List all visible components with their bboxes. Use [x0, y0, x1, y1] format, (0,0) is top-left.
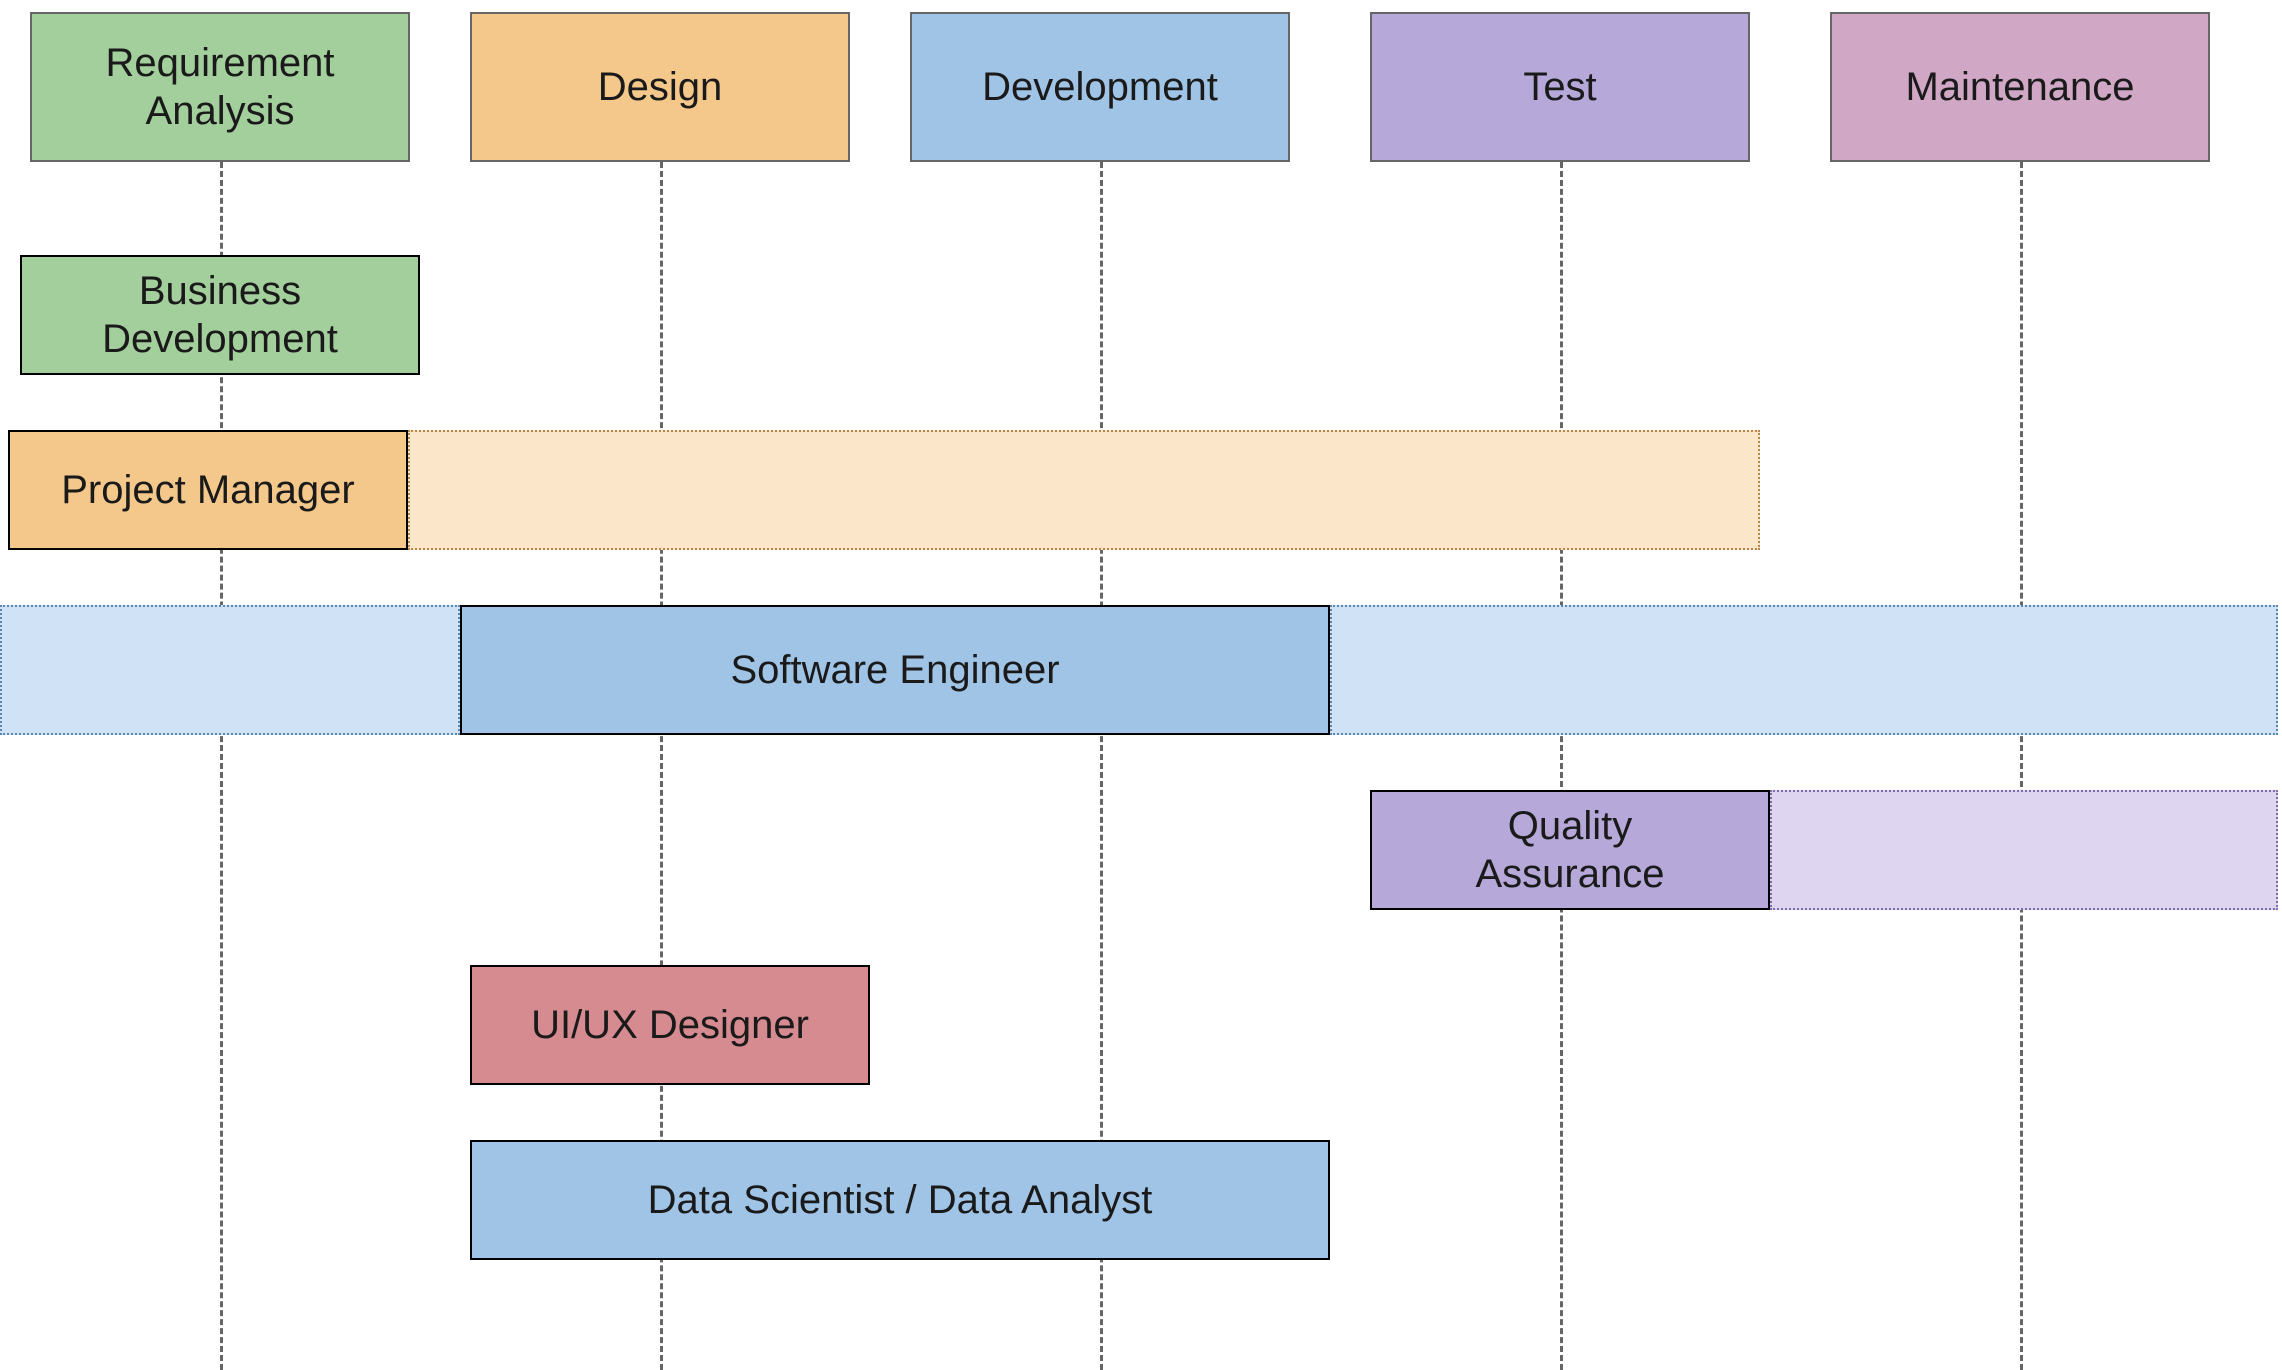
phase-guide-line: [1560, 162, 1563, 1370]
role-bar-label: Data Scientist / Data Analyst: [648, 1176, 1153, 1224]
role-bar-se: Software Engineer: [460, 605, 1330, 735]
phase-header-maint: Maintenance: [1830, 12, 2210, 162]
phase-header-label: Design: [598, 63, 723, 111]
phase-guide-line: [2020, 162, 2023, 1370]
role-bar-ds: Data Scientist / Data Analyst: [470, 1140, 1330, 1260]
phase-header-label: Test: [1523, 63, 1596, 111]
role-bar-pm: Project Manager: [8, 430, 408, 550]
role-bar-label: UI/UX Designer: [531, 1001, 809, 1049]
phase-header-label: Development: [982, 63, 1218, 111]
phase-header-label: Requirement Analysis: [105, 39, 334, 135]
phase-header-des: Design: [470, 12, 850, 162]
role-bar-label: Project Manager: [61, 466, 354, 514]
role-bar-qa-ext: [1770, 790, 2278, 910]
role-bar-label: Quality Assurance: [1476, 802, 1665, 898]
role-bar-ux: UI/UX Designer: [470, 965, 870, 1085]
phase-header-dev: Development: [910, 12, 1290, 162]
role-bar-label: Business Development: [102, 267, 338, 363]
diagram-canvas: Requirement Analysis Design Development Tes…: [0, 0, 2282, 1370]
role-bar-qa: Quality Assurance: [1370, 790, 1770, 910]
role-bar-pm-ext: [408, 430, 1760, 550]
role-bar-bd: Business Development: [20, 255, 420, 375]
role-bar-se-ext: [0, 605, 460, 735]
role-bar-label: Software Engineer: [730, 646, 1059, 694]
role-bar-se-ext: [1330, 605, 2278, 735]
phase-header-test: Test: [1370, 12, 1750, 162]
phase-header-req: Requirement Analysis: [30, 12, 410, 162]
phase-header-label: Maintenance: [1905, 63, 2134, 111]
